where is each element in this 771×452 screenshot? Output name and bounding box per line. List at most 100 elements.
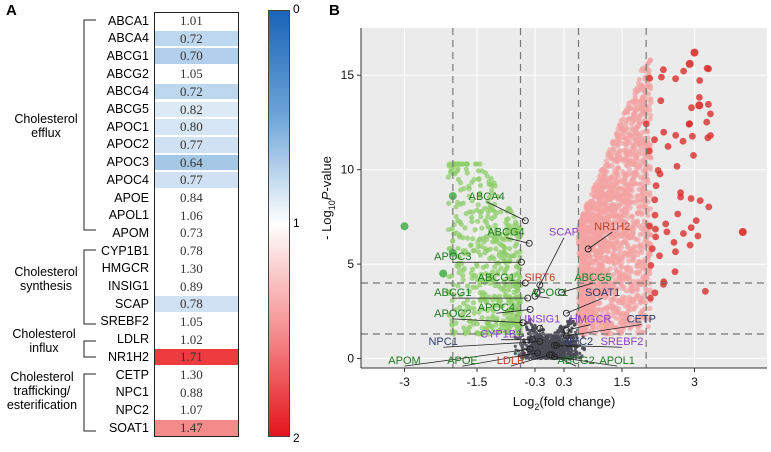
colorbar-tick-top: 0 bbox=[293, 2, 300, 16]
data-point bbox=[462, 225, 468, 231]
data-point bbox=[644, 228, 650, 234]
data-point bbox=[629, 296, 635, 302]
data-point bbox=[476, 236, 482, 242]
data-point bbox=[477, 289, 483, 296]
data-point bbox=[664, 143, 672, 150]
data-point bbox=[686, 241, 694, 249]
data-point bbox=[613, 315, 620, 321]
data-point bbox=[622, 295, 628, 301]
data-point bbox=[638, 161, 644, 167]
data-point bbox=[648, 232, 654, 238]
data-point bbox=[608, 304, 614, 310]
heatmap-cell: 1.05 bbox=[154, 66, 239, 82]
heatmap-cell: 1.47 bbox=[154, 420, 239, 436]
data-point bbox=[630, 98, 636, 104]
data-point bbox=[480, 264, 486, 270]
gene-annotation: SREBF2 bbox=[601, 336, 644, 348]
data-point bbox=[449, 226, 455, 232]
label-leader bbox=[587, 231, 613, 250]
data-point bbox=[627, 193, 633, 199]
data-point bbox=[611, 234, 617, 241]
data-point bbox=[628, 246, 634, 252]
data-point bbox=[608, 174, 614, 180]
data-point bbox=[533, 323, 537, 327]
data-point bbox=[707, 132, 714, 139]
data-point bbox=[546, 335, 550, 339]
group-label: Cholesterol influx bbox=[8, 327, 80, 355]
data-point bbox=[614, 159, 620, 165]
data-point bbox=[671, 268, 679, 276]
data-point bbox=[594, 211, 600, 217]
data-point bbox=[483, 220, 490, 226]
data-point bbox=[645, 324, 651, 330]
data-point bbox=[487, 207, 493, 213]
y-label-part: -value bbox=[319, 156, 334, 191]
label-marker bbox=[584, 245, 592, 253]
data-point bbox=[494, 315, 500, 321]
data-point bbox=[597, 255, 603, 261]
data-point bbox=[647, 305, 653, 311]
data-point bbox=[504, 264, 510, 270]
data-point bbox=[469, 218, 475, 225]
data-point bbox=[674, 210, 682, 218]
gene-label: SCAP bbox=[114, 296, 149, 311]
data-point bbox=[646, 222, 653, 230]
data-point bbox=[493, 230, 499, 236]
data-point bbox=[474, 263, 480, 269]
data-point bbox=[663, 228, 671, 236]
data-point bbox=[644, 272, 650, 278]
data-point bbox=[632, 152, 638, 158]
data-point bbox=[574, 339, 578, 343]
data-point bbox=[680, 67, 687, 75]
gene-label: NPC1 bbox=[115, 385, 149, 400]
gene-label: APOE bbox=[114, 190, 149, 205]
gene-annotation: NR1H2 bbox=[594, 221, 630, 233]
gene-annotation: ABCG1 bbox=[434, 287, 471, 299]
data-point bbox=[529, 329, 534, 333]
data-point bbox=[597, 193, 603, 199]
data-point bbox=[624, 223, 630, 229]
data-point bbox=[496, 297, 502, 304]
data-point bbox=[511, 330, 517, 336]
data-point bbox=[594, 311, 600, 317]
data-point bbox=[513, 335, 517, 339]
gene-label: HMGCR bbox=[101, 261, 149, 276]
data-point bbox=[632, 181, 639, 187]
data-point bbox=[488, 272, 494, 278]
data-point bbox=[604, 314, 610, 320]
data-point bbox=[585, 202, 591, 208]
data-point bbox=[466, 288, 472, 294]
data-point bbox=[464, 251, 470, 257]
heatmap-cell: 1.02 bbox=[154, 331, 239, 348]
data-point bbox=[644, 129, 650, 135]
data-point bbox=[643, 286, 649, 292]
data-point bbox=[579, 291, 585, 298]
label-marker bbox=[529, 336, 537, 344]
data-point bbox=[457, 254, 463, 261]
data-point bbox=[626, 149, 632, 155]
data-point bbox=[582, 211, 588, 217]
data-point bbox=[451, 231, 457, 237]
data-point bbox=[614, 152, 620, 158]
colorbar-tick-middle: 1 bbox=[293, 216, 300, 230]
gene-label: APOL1 bbox=[108, 208, 149, 223]
data-point bbox=[476, 309, 482, 315]
gene-label: APOC3 bbox=[106, 155, 149, 170]
x-label-part: (fold change) bbox=[539, 394, 615, 409]
data-point bbox=[600, 243, 606, 249]
data-point bbox=[565, 342, 569, 346]
label-marker bbox=[526, 345, 534, 353]
data-point bbox=[627, 268, 633, 274]
data-point bbox=[511, 319, 518, 325]
heatmap-cell: 0.78 bbox=[154, 296, 239, 312]
data-point bbox=[400, 222, 409, 231]
x-tick-label: 3 bbox=[691, 375, 698, 389]
data-point bbox=[615, 165, 621, 171]
data-point bbox=[478, 209, 485, 215]
data-point bbox=[646, 83, 652, 89]
data-point bbox=[624, 141, 630, 147]
data-point bbox=[494, 237, 500, 243]
gene-label: CETP bbox=[115, 367, 149, 382]
y-tick-label: 0 bbox=[347, 352, 354, 366]
data-point bbox=[522, 351, 526, 355]
